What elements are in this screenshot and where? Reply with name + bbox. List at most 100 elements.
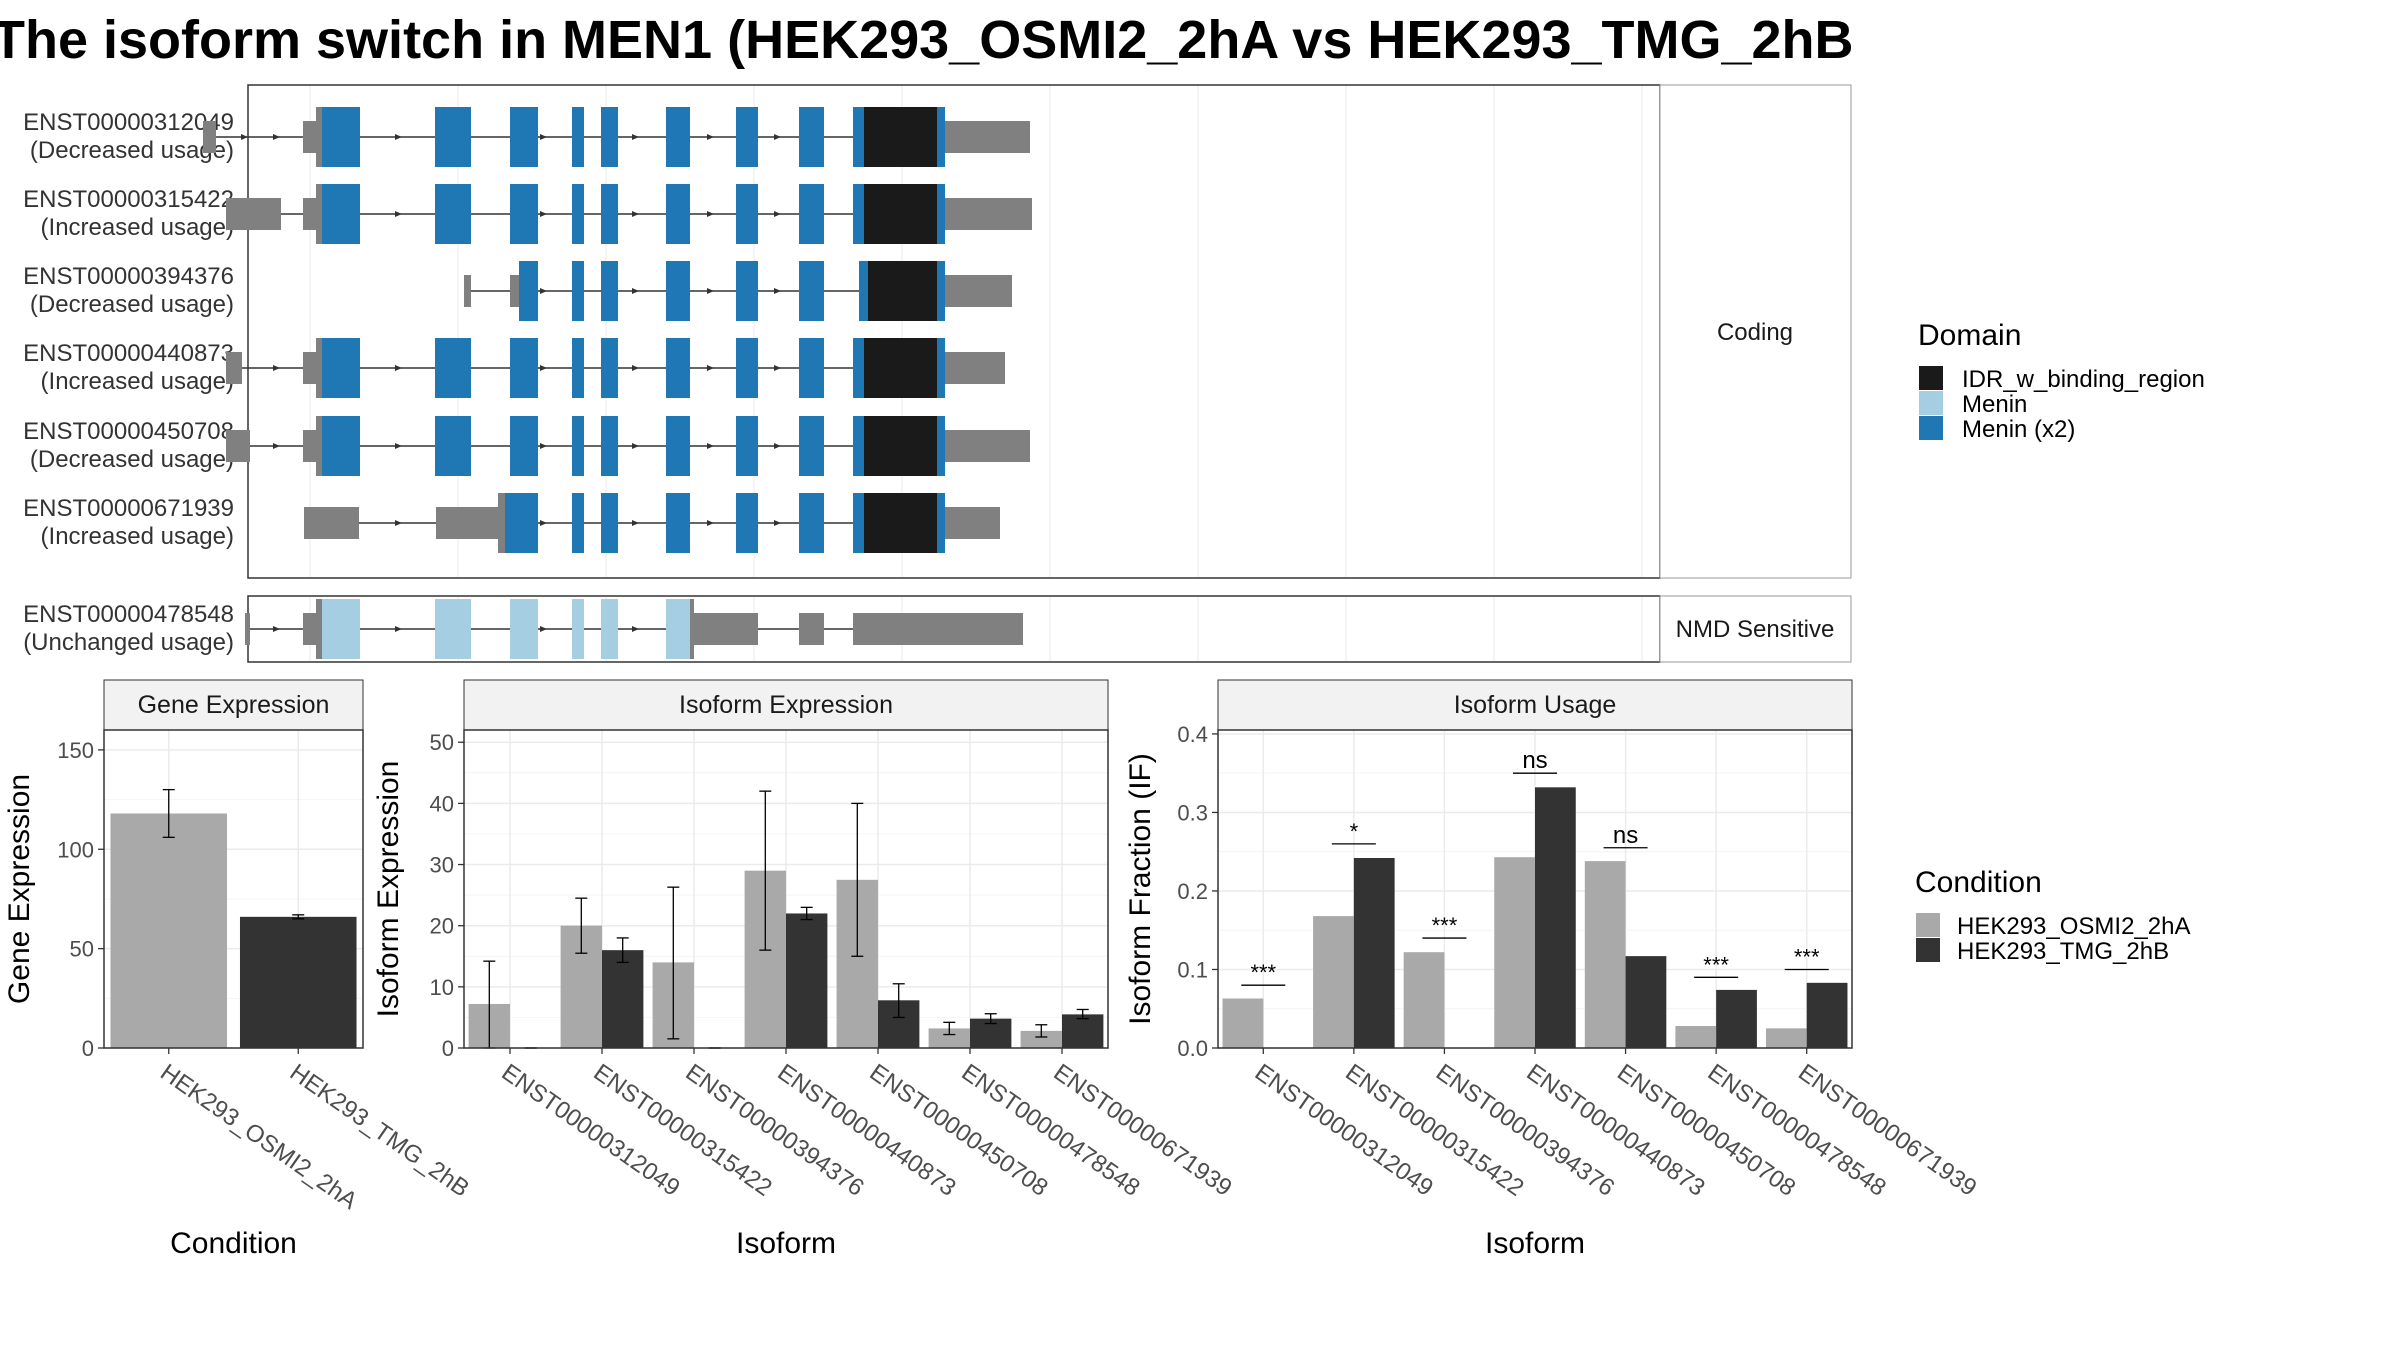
exon-segment: [945, 352, 1005, 384]
direction-arrow: [632, 288, 639, 294]
exon-segment: [510, 599, 538, 659]
domain-legend-swatch: [1919, 416, 1943, 440]
transcript-row-ENST00000671939: ENST00000671939(Increased usage): [23, 493, 1000, 553]
domain-legend-swatch: [1919, 391, 1943, 415]
coding-panel-frame: [247, 84, 1661, 579]
exon-segment: [303, 352, 316, 384]
transcript-status-label: (Decreased usage): [30, 291, 234, 318]
exon-segment: [303, 121, 316, 153]
exon-segment: [853, 338, 864, 398]
y-tick-label: 0.4: [1177, 722, 1208, 747]
bar: [602, 950, 644, 1048]
direction-arrow: [540, 288, 547, 294]
exon-segment: [316, 184, 322, 244]
transcript-id-label: ENST00000315422: [23, 186, 234, 213]
transcript-row-ENST00000315422: ENST00000315422(Increased usage): [23, 184, 1032, 244]
exon-segment: [435, 338, 471, 398]
direction-arrow: [707, 443, 714, 449]
exon-segment: [864, 184, 937, 244]
transcript-row-ENST00000440873: ENST00000440873(Increased usage): [23, 338, 1005, 398]
y-tick-label: 0.3: [1177, 800, 1208, 825]
exon-segment: [203, 121, 216, 153]
exon-segment: [601, 107, 618, 167]
chart-title: Isoform Usage: [1454, 691, 1617, 719]
facet-strip: [463, 679, 1109, 731]
transcript-rows: ENST00000312049(Decreased usage)ENST0000…: [23, 107, 1032, 659]
nmd-facet-strip: [1659, 595, 1852, 663]
transcript-row-ENST00000450708: ENST00000450708(Decreased usage): [23, 416, 1030, 476]
coding-facet-strip: [1659, 84, 1852, 579]
exon-segment: [945, 121, 1030, 153]
exon-segment: [853, 107, 864, 167]
domain-legend-swatch: [1919, 366, 1943, 390]
transcript-status-label: (Unchanged usage): [23, 629, 234, 656]
exon-segment: [945, 430, 1030, 462]
direction-arrow: [774, 134, 781, 140]
direction-arrow: [632, 365, 639, 371]
condition-legend-swatch: [1916, 938, 1940, 962]
exon-segment: [859, 261, 868, 321]
transcript-id-label: ENST00000440873: [23, 340, 234, 367]
direction-arrow: [774, 365, 781, 371]
condition-legend-title: Condition: [1915, 866, 2042, 899]
y-tick-label: 20: [430, 914, 454, 939]
exon-segment: [601, 338, 618, 398]
exon-segment: [799, 613, 824, 645]
significance-label: *: [1350, 819, 1359, 844]
direction-arrow: [707, 520, 714, 526]
direction-arrow: [707, 288, 714, 294]
exon-segment: [519, 261, 538, 321]
direction-arrow: [273, 365, 280, 371]
direction-arrow: [540, 134, 547, 140]
facet-strip: [1217, 679, 1853, 731]
exon-segment: [864, 107, 937, 167]
exon-segment: [316, 599, 322, 659]
bar: [1353, 857, 1395, 1048]
domain-legend-label: Menin: [1962, 391, 2027, 418]
exon-segment: [736, 338, 758, 398]
exon-segment: [601, 493, 618, 553]
bar: [1403, 952, 1445, 1048]
bar: [1313, 916, 1354, 1048]
direction-arrow: [632, 520, 639, 526]
significance-label: ns: [1522, 747, 1547, 774]
transcript-id-label: ENST00000394376: [23, 263, 234, 290]
exon-segment: [601, 184, 618, 244]
exon-segment: [322, 599, 360, 659]
direction-arrow: [774, 288, 781, 294]
direction-arrow: [395, 520, 402, 526]
exon-segment: [601, 261, 618, 321]
direction-arrow: [632, 134, 639, 140]
exon-segment: [435, 599, 471, 659]
y-tick-label: 50: [70, 937, 94, 962]
exon-segment: [510, 338, 538, 398]
bar: [786, 913, 828, 1048]
exon-segment: [303, 613, 316, 645]
exon-segment: [226, 198, 281, 230]
bar: [1062, 1014, 1104, 1048]
bar: [1494, 857, 1535, 1048]
exon-segment: [316, 107, 322, 167]
exon-segment: [245, 613, 250, 645]
exon-segment: [945, 198, 1032, 230]
exon-segment: [937, 416, 945, 476]
exon-segment: [304, 507, 359, 539]
bar: [1584, 861, 1626, 1048]
direction-arrow: [273, 626, 280, 632]
x-axis-title: Isoform: [1485, 1227, 1585, 1260]
exon-segment: [853, 613, 1023, 645]
bar: [1625, 956, 1667, 1048]
significance-label: ns: [1613, 822, 1638, 849]
exon-segment: [322, 416, 360, 476]
x-axis-title: Isoform: [736, 1227, 836, 1260]
condition-legend-label: HEK293_OSMI2_2hA: [1957, 913, 2190, 940]
exon-segment: [864, 493, 937, 553]
bar: [1020, 1030, 1062, 1048]
direction-arrow: [540, 365, 547, 371]
bar: [928, 1028, 970, 1048]
exon-segment: [799, 261, 824, 321]
isoform-expression-chart: Isoform Expression01020304050ENST0000031…: [372, 679, 1237, 1260]
bar: [1716, 989, 1757, 1048]
bar: [1765, 1028, 1807, 1048]
